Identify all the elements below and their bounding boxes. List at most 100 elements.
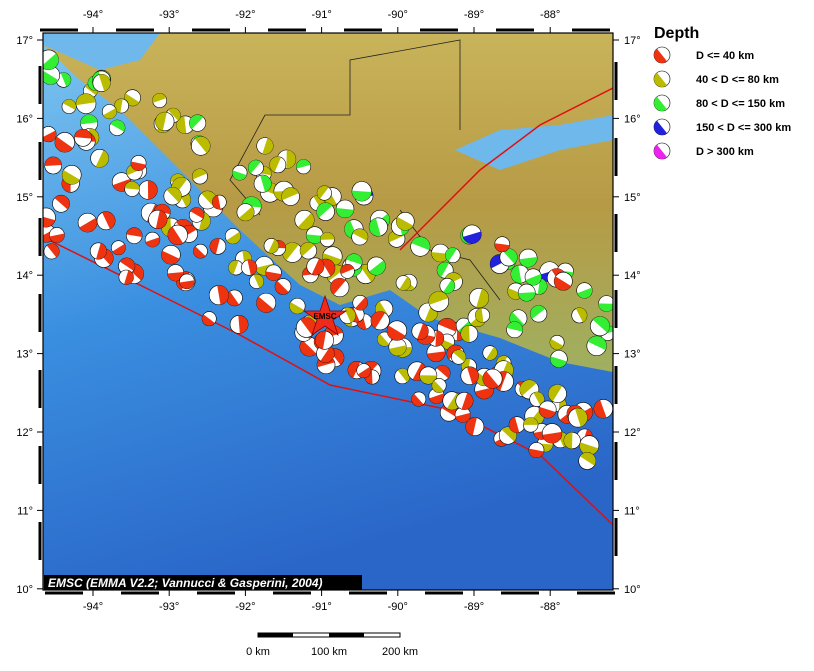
ball-quadrant [124, 181, 140, 190]
beach-ball [166, 264, 185, 282]
ball-quadrant [316, 202, 333, 218]
ticks: -94° -94° -93° -93° -92° -92° -91° -91° -90° -90°… [16, 9, 640, 613]
ball-quadrant [54, 195, 70, 210]
star-label: EMSC [313, 312, 336, 321]
credit: EMSC (EMMA V2.2; Vannucci & Gasperini, 2… [48, 576, 323, 590]
beach-ball [118, 257, 136, 275]
legend-label: 80 < D <= 150 km [696, 98, 785, 110]
beach-ball [247, 159, 264, 176]
ball-quadrant [300, 242, 315, 257]
beach-ball [144, 231, 161, 248]
beach-ball [411, 322, 429, 340]
ball-quadrant [43, 130, 57, 142]
ball-quadrant [542, 431, 562, 444]
lat-label: 13° [624, 349, 641, 361]
beach-ball [167, 224, 188, 246]
ball-quadrant [198, 212, 211, 231]
beach-ball [394, 368, 411, 385]
ball-quadrant [168, 108, 181, 121]
ball-quadrant [445, 247, 457, 262]
beach-ball [43, 49, 59, 71]
beach-ball [296, 159, 312, 175]
beach-ball [335, 199, 355, 219]
lat-label: 12° [16, 427, 33, 439]
ball-quadrant [653, 120, 667, 136]
beach-ball [462, 224, 482, 244]
beach-ball [265, 264, 282, 281]
legend: D <= 40 km 40 < D <= 80 km 80 < D <= 150 k… [653, 46, 791, 160]
ball-quadrant [550, 338, 564, 350]
ball-quadrant [43, 53, 59, 70]
ball-quadrant [43, 216, 56, 228]
beach-ball [138, 180, 158, 200]
legend-title: Depth [654, 25, 699, 42]
scale-bar-segment [329, 633, 364, 637]
beach-ball [289, 297, 306, 315]
beach-ball [274, 278, 292, 295]
ball-quadrant [161, 250, 180, 265]
beach-ball [316, 202, 335, 221]
ball-quadrant [155, 210, 168, 229]
ball-quadrant [296, 159, 311, 169]
beach-ball [130, 155, 147, 171]
ball-quadrant [228, 260, 239, 275]
lat-label: 15° [16, 192, 33, 204]
ball-quadrant [548, 384, 563, 402]
ball-quadrant [575, 307, 587, 323]
beach-ball [54, 132, 75, 153]
beach-ball [306, 257, 325, 276]
ball-quadrant [371, 311, 386, 329]
ball-quadrant [518, 292, 536, 302]
ball-quadrant [126, 227, 143, 237]
ball-quadrant [176, 116, 187, 134]
ball-quadrant [539, 406, 556, 419]
beach-ball [48, 227, 65, 243]
ball-quadrant [112, 244, 126, 255]
scale-label: 0 km [246, 646, 270, 658]
ball-quadrant [179, 280, 195, 289]
ball-quadrant [320, 346, 335, 363]
beach-ball [586, 335, 607, 356]
beach-ball [152, 93, 168, 108]
legend-label: 150 < D <= 300 km [696, 122, 791, 134]
lat-label: 12° [624, 427, 641, 439]
ball-quadrant [98, 74, 111, 92]
ball-quadrant [554, 276, 571, 291]
beach-ball [155, 111, 175, 132]
ball-quadrant [155, 112, 167, 131]
ball-quadrant [330, 278, 346, 295]
lat-label: 16° [16, 113, 33, 125]
beach-ball [386, 320, 408, 341]
beach-ball [550, 350, 568, 368]
credit-box [44, 575, 362, 590]
beach-ball [530, 305, 548, 323]
ball-quadrant [217, 285, 229, 305]
beach-ball [208, 285, 229, 306]
beach-ball [370, 311, 390, 331]
beach-ball [256, 292, 277, 313]
beach-ball [90, 149, 109, 168]
ball-quadrant [44, 156, 62, 166]
scale-label: 100 km [311, 646, 347, 658]
ball-quadrant [193, 246, 206, 259]
ball-quadrant [654, 48, 667, 64]
ball-quadrant [202, 314, 215, 326]
ball-quadrant [96, 243, 107, 260]
ball-quadrant [482, 371, 499, 389]
lon-label: -92° [235, 9, 255, 21]
ball-quadrant [147, 180, 158, 200]
scale-bar-segment [258, 633, 293, 637]
ball-quadrant [306, 234, 324, 244]
ball-quadrant [189, 114, 204, 130]
ball-quadrant [509, 416, 520, 433]
ball-quadrant [397, 368, 410, 383]
beach-ball [468, 287, 490, 309]
ball-quadrant [347, 361, 361, 379]
ball-quadrant [428, 291, 449, 305]
ball-quadrant [299, 340, 317, 357]
beach-ball [510, 264, 530, 284]
ball-quadrant [336, 207, 354, 218]
lat-label: 17° [624, 35, 641, 47]
ball-quadrant [399, 276, 411, 291]
